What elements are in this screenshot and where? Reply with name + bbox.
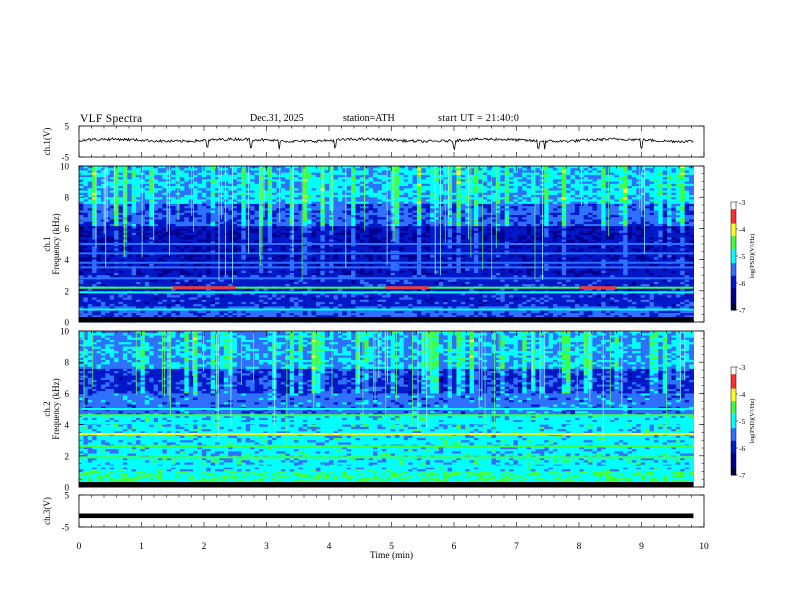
ch1-spectrogram-colorbar-tick-3: -6 (739, 279, 745, 288)
ch1-spectrogram-ytick-4: 8 (65, 193, 70, 203)
ch1-spectrogram-ytick-0: 0 (65, 318, 70, 328)
start-time-label: start UT = 21:40:0 (438, 113, 519, 124)
ch1-spectrogram-ytick-3: 6 (65, 224, 70, 234)
ch2-spectrogram (79, 331, 694, 488)
xtick-9: 9 (639, 542, 644, 552)
ch2-spectrogram-ytick-2: 4 (65, 420, 70, 430)
band-0-segment-2 (579, 286, 617, 290)
ch1-waveform-ytick-1: -5 (62, 153, 70, 163)
ch2-spectrogram-ylabel: Frequency (kHz) (51, 378, 61, 439)
ch2-spectrogram-ytick-3: 6 (65, 389, 70, 399)
date-label: Dec.31, 2025 (250, 113, 304, 124)
ch1-spectrogram-colorbar-tick-0: -3 (739, 198, 745, 207)
ch2-spectrogram-ytick-5: 10 (60, 327, 70, 337)
ch1-spectrogram-colorbar-tick-2: -5 (739, 252, 745, 261)
xtick-5: 5 (389, 542, 394, 552)
ch1-spectrogram-ylabel: Frequency (kHz) (51, 213, 61, 274)
low-frequency-bar (79, 317, 694, 322)
band-4 (79, 408, 694, 410)
ch2-spectrogram-channel-label: ch.2 (42, 401, 52, 416)
band-5 (79, 243, 694, 245)
band-5 (79, 422, 694, 425)
ch1-spectrogram (79, 166, 694, 323)
ch2-spectrogram-ytick-1: 2 (65, 451, 70, 461)
chart-title: VLF Spectra (80, 113, 142, 125)
band-3 (79, 414, 694, 417)
xtick-8: 8 (577, 542, 582, 552)
ch1-spectrogram-colorbar-tick-1: -4 (739, 225, 745, 234)
ch1-waveform-line (78, 136, 694, 151)
xtick-2: 2 (202, 542, 207, 552)
ch1-spectrogram-ytick-1: 2 (65, 286, 70, 296)
band-4 (79, 252, 694, 255)
band-3 (79, 261, 694, 264)
ch2-spectrogram-colorbar-tick-1: -4 (739, 390, 745, 399)
ch1-spectrogram-ytick-2: 4 (65, 255, 70, 265)
low-frequency-bar (79, 482, 694, 487)
x-axis-label: Time (min) (370, 550, 413, 561)
ch1-spectrogram-colorbar-tick-4: -7 (739, 306, 745, 315)
band-6 (79, 465, 694, 468)
band-0-segment-1 (385, 286, 429, 290)
ch2-spectrogram-colorbar (730, 366, 738, 476)
ch1-spectrogram-ytick-5: 10 (60, 162, 70, 172)
ch2-spectrogram-colorbar-label: log(PSD)(V²/Hz) (749, 399, 756, 444)
ch2-spectrogram-colorbar-tick-2: -5 (739, 417, 745, 426)
ch1-spectrogram-colorbar-label: log(PSD)(V²/Hz) (749, 234, 756, 279)
band-0 (79, 432, 694, 435)
ch2-spectrogram-colorbar-tick-3: -6 (739, 444, 745, 453)
ch3-waveform-ytick-0: 5 (65, 491, 70, 501)
ch2-spectrogram-ytick-4: 8 (65, 358, 70, 368)
xtick-10: 10 (699, 542, 709, 552)
band-6 (79, 277, 694, 280)
band-1 (79, 456, 694, 459)
xtick-6: 6 (452, 542, 457, 552)
xtick-0: 0 (77, 542, 82, 552)
xtick-1: 1 (139, 542, 144, 552)
ch3-waveform-ytick-1: -5 (62, 523, 70, 533)
ch1-spectrogram-colorbar (730, 201, 738, 311)
ch3-waveform-line (79, 513, 694, 519)
xtick-3: 3 (264, 542, 269, 552)
band-2 (79, 266, 694, 269)
band-2 (79, 445, 694, 448)
ch2-spectrogram-colorbar-tick-0: -3 (739, 363, 745, 372)
ch2-spectrogram-ytick-0: 0 (65, 483, 70, 493)
station-label: station=ATH (343, 113, 395, 124)
band-7 (79, 308, 694, 311)
band-0-segment-0 (172, 286, 236, 290)
ch1-waveform-ytick-0: 5 (65, 122, 70, 132)
xtick-4: 4 (327, 542, 332, 552)
ch1-spectrogram-channel-label: ch.1 (42, 236, 52, 251)
band-1 (79, 291, 694, 294)
ch2-spectrogram-colorbar-tick-4: -7 (739, 471, 745, 480)
xtick-7: 7 (514, 542, 519, 552)
ch3-waveform-ylabel: ch.3(V) (42, 497, 52, 525)
ch1-waveform-ylabel: ch.1(V) (42, 128, 52, 156)
